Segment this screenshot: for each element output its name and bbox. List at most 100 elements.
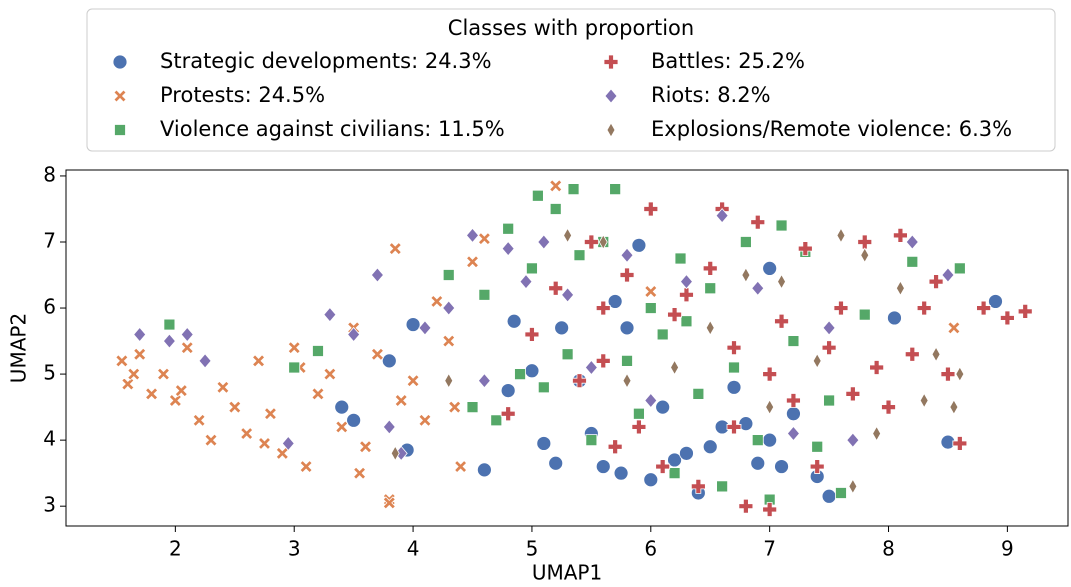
point: [633, 407, 645, 420]
point: [872, 425, 882, 442]
point: [381, 353, 397, 369]
point: [787, 335, 800, 347]
point: [702, 439, 718, 455]
point: [465, 255, 480, 269]
point: [762, 366, 778, 382]
point: [940, 434, 956, 450]
point: [500, 406, 516, 422]
point: [430, 294, 444, 309]
y-tick-label: 7: [43, 228, 56, 252]
point: [198, 353, 212, 369]
point: [216, 380, 230, 394]
point: [643, 472, 659, 488]
point: [476, 462, 492, 478]
point: [121, 377, 135, 391]
point: [679, 287, 694, 303]
point: [835, 487, 847, 499]
point: [595, 459, 611, 474]
point: [418, 413, 432, 427]
point: [465, 227, 480, 244]
point: [904, 346, 920, 362]
point: [860, 247, 870, 264]
point: [358, 440, 373, 454]
point: [952, 436, 968, 451]
point: [502, 222, 515, 235]
point: [947, 321, 961, 335]
y-axis-label: UMAP2: [7, 313, 31, 383]
point: [583, 234, 599, 250]
point: [836, 227, 846, 244]
x-tick-label: 8: [882, 537, 895, 561]
y-tick-label: 6: [43, 295, 56, 319]
point: [670, 359, 680, 376]
point: [881, 399, 896, 415]
point: [751, 434, 764, 447]
point: [679, 274, 693, 290]
point: [334, 399, 350, 415]
point: [846, 432, 860, 448]
legend-marker: [114, 124, 126, 136]
point: [895, 280, 905, 297]
point: [548, 280, 564, 296]
point: [739, 236, 752, 248]
point: [490, 414, 503, 427]
point: [382, 496, 396, 510]
point: [797, 241, 813, 256]
legend-label: Riots: 8.2%: [651, 83, 771, 107]
point: [299, 459, 313, 474]
point: [655, 459, 671, 474]
point: [822, 320, 836, 336]
point: [524, 327, 540, 342]
point: [714, 419, 730, 435]
point: [702, 261, 718, 276]
point: [940, 366, 956, 382]
point: [704, 282, 717, 295]
point: [988, 294, 1003, 309]
point: [263, 407, 278, 421]
point: [168, 393, 182, 408]
point: [561, 348, 574, 361]
point: [774, 459, 789, 474]
point: [809, 469, 825, 484]
point: [563, 227, 573, 244]
point: [549, 203, 562, 215]
point: [609, 183, 622, 196]
point: [549, 179, 563, 193]
point: [573, 249, 586, 262]
point: [622, 372, 632, 389]
point: [163, 318, 176, 331]
y-tick-label: 4: [43, 427, 56, 451]
point: [845, 386, 861, 402]
point: [133, 326, 147, 343]
point: [454, 459, 468, 474]
legend-marker: [112, 54, 128, 70]
point: [180, 341, 194, 355]
legend-marker: [606, 122, 616, 138]
point: [656, 328, 669, 341]
point: [405, 317, 421, 332]
point: [257, 436, 272, 451]
point: [762, 432, 778, 448]
point: [613, 465, 629, 481]
point: [916, 300, 932, 316]
legend-box: [86, 8, 1056, 152]
x-tick-label: 4: [407, 537, 420, 561]
point: [750, 214, 766, 230]
point: [180, 326, 194, 343]
point: [621, 354, 633, 367]
point: [809, 459, 825, 474]
point: [418, 320, 432, 336]
point: [668, 467, 681, 480]
y-tick-label: 3: [43, 493, 56, 517]
point: [833, 300, 849, 316]
point: [976, 300, 992, 316]
point: [644, 284, 658, 299]
point: [442, 269, 455, 281]
point: [347, 326, 361, 343]
point: [127, 367, 141, 381]
point: [631, 237, 647, 253]
point: [288, 361, 301, 374]
y-tick-label: 5: [43, 361, 56, 385]
point: [607, 439, 623, 455]
point: [919, 392, 929, 409]
